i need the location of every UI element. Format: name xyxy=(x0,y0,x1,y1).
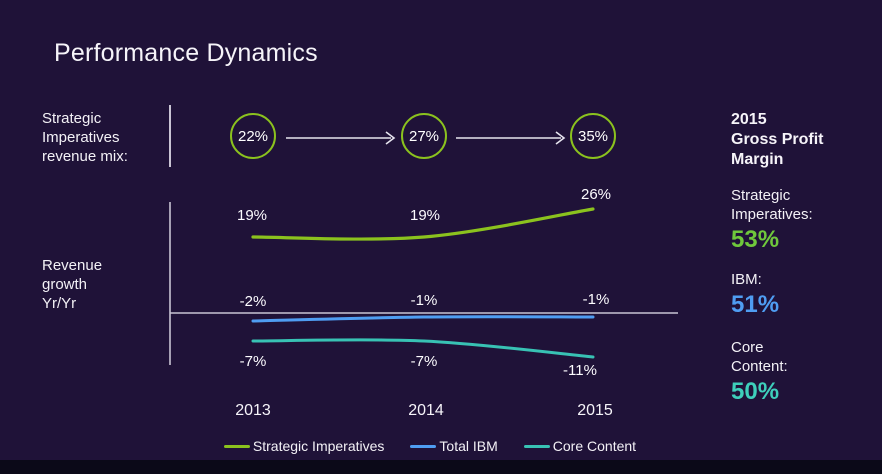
data-label: -1% xyxy=(582,291,610,308)
line-chart xyxy=(169,202,678,365)
separator-line xyxy=(169,105,171,167)
legend-label: Core Content xyxy=(552,438,637,454)
legend-dash-icon xyxy=(223,444,250,448)
stat-label: Strategic Imperatives: xyxy=(731,187,813,223)
legend-item-total-ibm: Total IBM xyxy=(410,438,498,454)
data-label: -11% xyxy=(563,362,597,379)
legend-label: Total IBM xyxy=(439,438,498,454)
stat-value: 51% xyxy=(731,291,780,318)
stat-label: IBM: xyxy=(731,271,762,288)
legend-dash-icon xyxy=(523,444,550,448)
legend-item-strategic-imperatives: Strategic Imperatives xyxy=(223,438,385,454)
arrow-right-icon xyxy=(456,131,566,145)
data-label: -7% xyxy=(410,353,438,370)
stat-strategic-imperatives: Strategic Imperatives: 53% xyxy=(731,186,813,254)
legend-item-core-content: Core Content xyxy=(523,438,637,454)
data-label: -1% xyxy=(410,292,438,309)
revenue-mix-circle-2014: 27% xyxy=(401,113,447,159)
stat-label: Core Content: xyxy=(731,339,788,375)
data-label: -2% xyxy=(239,293,267,310)
stat-value: 50% xyxy=(731,378,780,405)
gross-profit-margin-heading: 2015 Gross Profit Margin xyxy=(731,111,824,168)
data-label: 19% xyxy=(236,207,268,224)
arrow-icons xyxy=(286,131,566,145)
data-label: 19% xyxy=(409,207,441,224)
page-title: Performance Dynamics xyxy=(54,39,318,67)
strategic-imperatives-line xyxy=(251,207,595,241)
x-tick-2014: 2014 xyxy=(408,402,444,419)
chart-legend: Strategic Imperatives Total IBM Core Con… xyxy=(160,438,700,454)
revenue-mix-circle-2015: 35% xyxy=(570,113,616,159)
data-label: 26% xyxy=(580,186,612,203)
stat-ibm: IBM: 51% xyxy=(731,270,779,319)
revenue-growth-label: Revenue growth Yr/Yr xyxy=(42,257,103,312)
arrow-right-icon xyxy=(286,131,396,145)
x-tick-2015: 2015 xyxy=(577,402,613,419)
bottom-bar xyxy=(0,460,882,474)
total-ibm-line xyxy=(251,315,595,323)
stat-value: 53% xyxy=(731,226,780,253)
legend-dash-icon xyxy=(410,444,437,448)
legend-label: Strategic Imperatives xyxy=(252,438,385,454)
core-content-line xyxy=(251,338,595,359)
stat-core-content: Core Content: 50% xyxy=(731,338,788,406)
revenue-mix-label: Strategic Imperatives revenue mix: xyxy=(42,110,128,165)
revenue-mix-circle-2013: 22% xyxy=(230,113,276,159)
x-tick-2013: 2013 xyxy=(235,402,271,419)
data-label: -7% xyxy=(239,353,267,370)
